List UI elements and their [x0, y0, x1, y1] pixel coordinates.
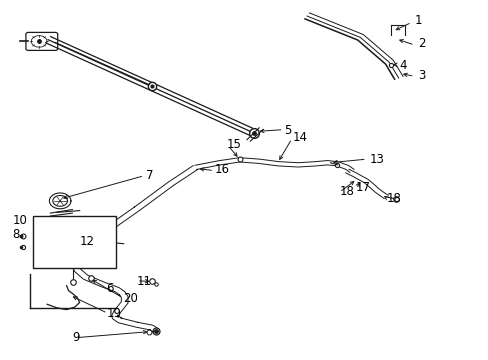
Text: 7: 7 — [145, 169, 153, 182]
Text: 12: 12 — [79, 235, 94, 248]
Text: 17: 17 — [355, 181, 370, 194]
Text: 6: 6 — [106, 282, 114, 295]
Text: 5: 5 — [284, 124, 291, 137]
Text: 16: 16 — [214, 163, 229, 176]
Bar — [33, 216, 116, 268]
Text: 4: 4 — [398, 59, 406, 72]
Text: 20: 20 — [123, 292, 138, 305]
Text: 9: 9 — [72, 331, 80, 344]
Text: 18: 18 — [386, 192, 400, 205]
Text: 13: 13 — [369, 153, 384, 166]
Text: 3: 3 — [418, 69, 425, 82]
Text: 10: 10 — [12, 214, 27, 227]
Text: 11: 11 — [137, 275, 152, 288]
FancyBboxPatch shape — [26, 32, 58, 50]
Text: 18: 18 — [339, 185, 353, 198]
Text: 14: 14 — [292, 131, 307, 144]
Text: 2: 2 — [418, 37, 425, 50]
Text: 1: 1 — [414, 14, 421, 27]
Text: 19: 19 — [106, 307, 122, 320]
Text: 15: 15 — [226, 138, 241, 151]
Text: 8: 8 — [12, 228, 20, 241]
